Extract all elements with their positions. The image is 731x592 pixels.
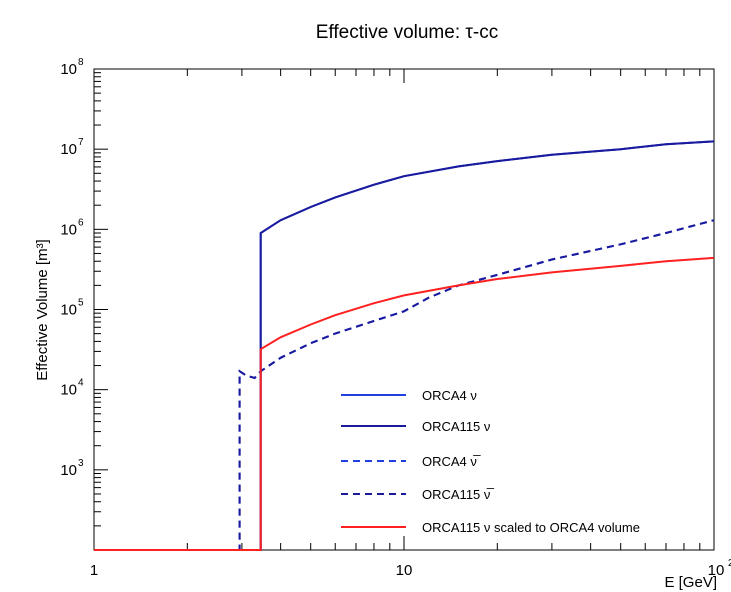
- legend: ORCA4 ν ORCA115 ν ORCA4 ν̅ ORCA115 ν̅ ORCA11…: [341, 388, 640, 535]
- series-line-0: [94, 140, 715, 551]
- y-tick-label: 10: [60, 221, 77, 238]
- legend-label-4: ORCA115 ν scaled to ORCA4 volume: [422, 520, 640, 535]
- x-tick-label: 1: [90, 562, 98, 579]
- chart-title: Effective volume: τ-cc: [316, 22, 498, 43]
- y-tick-label-exponent: 5: [78, 298, 84, 309]
- y-tick-label-exponent: 8: [78, 57, 84, 68]
- y-tick-label: 10: [60, 141, 77, 158]
- y-tick-label-exponent: 6: [78, 217, 84, 228]
- series-line-1: [94, 140, 715, 551]
- y-tick-label: 10: [60, 61, 77, 78]
- plot-area: [93, 68, 715, 551]
- x-tick-label: 10: [396, 562, 413, 579]
- plot-frame: [93, 68, 715, 551]
- legend-label-2: ORCA4 ν̅: [422, 454, 481, 469]
- x-tick-label: 10: [708, 562, 725, 579]
- y-tick-label: 10: [60, 302, 77, 319]
- y-tick-label-exponent: 3: [78, 458, 84, 469]
- y-tick-label-exponent: 7: [78, 137, 84, 148]
- x-axis-title: E [GeV]: [664, 574, 717, 591]
- legend-label-3: ORCA115 ν̅: [422, 487, 494, 502]
- series-line-4: [94, 256, 715, 551]
- legend-label-0: ORCA4 ν: [422, 388, 477, 403]
- axis-ticks: [93, 69, 701, 551]
- y-tick-label: 10: [60, 382, 77, 399]
- series-line-2: [94, 219, 715, 551]
- y-tick-label: 10: [60, 462, 77, 479]
- y-tick-label-exponent: 4: [78, 378, 84, 389]
- series-layer: [94, 140, 715, 551]
- x-tick-label-exponent: 2: [728, 558, 731, 569]
- y-axis-title: Effective Volume [m³]: [34, 239, 51, 380]
- legend-label-1: ORCA115 ν: [422, 419, 490, 434]
- series-line-3: [94, 219, 715, 551]
